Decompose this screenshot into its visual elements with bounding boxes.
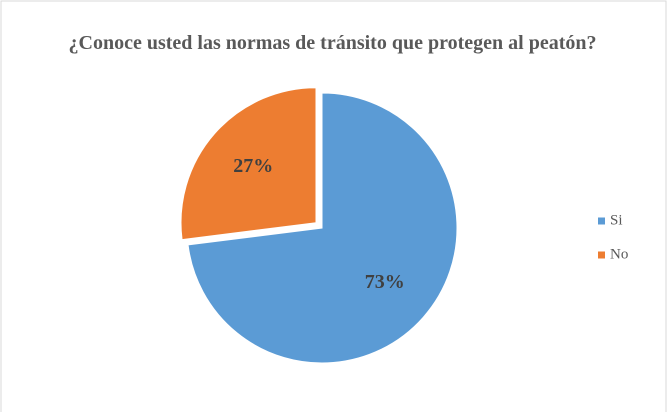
data-label: 73%: [365, 271, 405, 293]
pie-slice: [187, 92, 458, 364]
legend-label: No: [610, 246, 628, 262]
legend-label: Si: [610, 212, 623, 228]
chart-title: ¿Conoce usted las normas de tránsito que…: [68, 32, 597, 54]
pie-slice: [180, 87, 317, 241]
data-label: 27%: [233, 155, 273, 177]
legend-swatch: [598, 251, 605, 259]
legend-swatch: [598, 217, 605, 225]
